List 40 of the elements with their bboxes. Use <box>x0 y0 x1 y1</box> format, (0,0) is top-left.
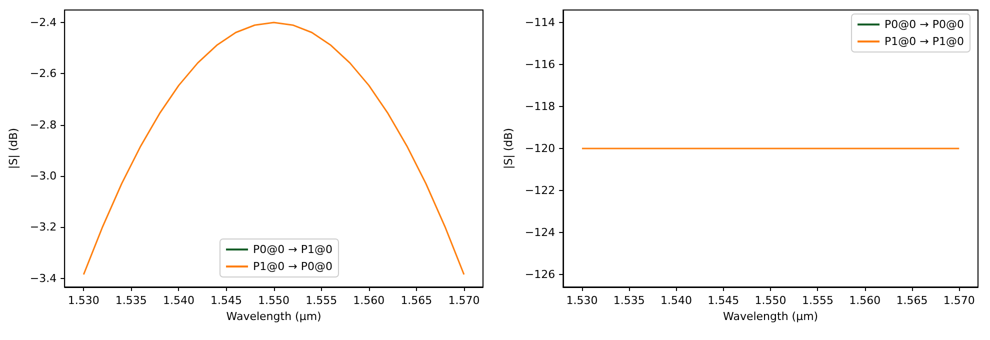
y-tick-label: −2.4 <box>30 16 57 30</box>
x-tick-label: 1.545 <box>708 294 740 307</box>
x-tick-label: 1.545 <box>210 294 242 307</box>
x-tick-label: 1.555 <box>306 294 338 307</box>
legend-label: P0@0 → P1@0 <box>253 243 332 256</box>
y-tick-label: −122 <box>524 184 556 197</box>
x-tick-label: 1.570 <box>943 294 975 307</box>
x-tick-label: 1.540 <box>660 294 692 307</box>
x-tick-label: 1.565 <box>896 294 928 307</box>
y-tick-label: −120 <box>524 142 556 155</box>
x-axis-title: Wavelength (µm) <box>723 310 818 323</box>
y-tick-label: −116 <box>524 58 556 72</box>
x-tick-label: 1.550 <box>754 294 786 307</box>
x-tick-label: 1.550 <box>258 294 290 307</box>
x-tick-label: 1.530 <box>68 294 100 307</box>
x-tick-label: 1.535 <box>613 294 645 307</box>
x-tick-label: 1.565 <box>400 294 432 307</box>
y-tick-label: −118 <box>524 100 556 114</box>
x-tick-label: 1.560 <box>353 294 385 307</box>
y-axis-title: |S| (dB) <box>502 128 515 170</box>
x-tick-label: 1.570 <box>448 294 480 307</box>
y-tick-label: −3.4 <box>30 272 57 285</box>
legend-label: P1@0 → P1@0 <box>884 35 964 48</box>
y-tick-label: −126 <box>524 268 556 281</box>
y-tick-label: −3.0 <box>30 169 57 182</box>
y-tick-label: −3.2 <box>30 220 57 234</box>
x-tick-label: 1.560 <box>849 294 881 307</box>
y-axis-title: |S| (dB) <box>7 128 20 170</box>
x-tick-label: 1.540 <box>162 294 194 307</box>
y-tick-label: −114 <box>524 16 556 30</box>
y-tick-label: −2.6 <box>30 67 57 80</box>
y-tick-label: −2.8 <box>30 118 57 132</box>
y-tick-label: −124 <box>524 226 556 239</box>
x-axis-title: Wavelength (µm) <box>226 310 322 323</box>
x-tick-label: 1.535 <box>115 294 147 307</box>
legend-label: P0@0 → P0@0 <box>884 18 964 31</box>
x-tick-label: 1.530 <box>566 294 598 307</box>
x-tick-label: 1.555 <box>802 294 834 307</box>
line-series <box>82 22 465 276</box>
legend-label: P1@0 → P0@0 <box>253 260 332 273</box>
